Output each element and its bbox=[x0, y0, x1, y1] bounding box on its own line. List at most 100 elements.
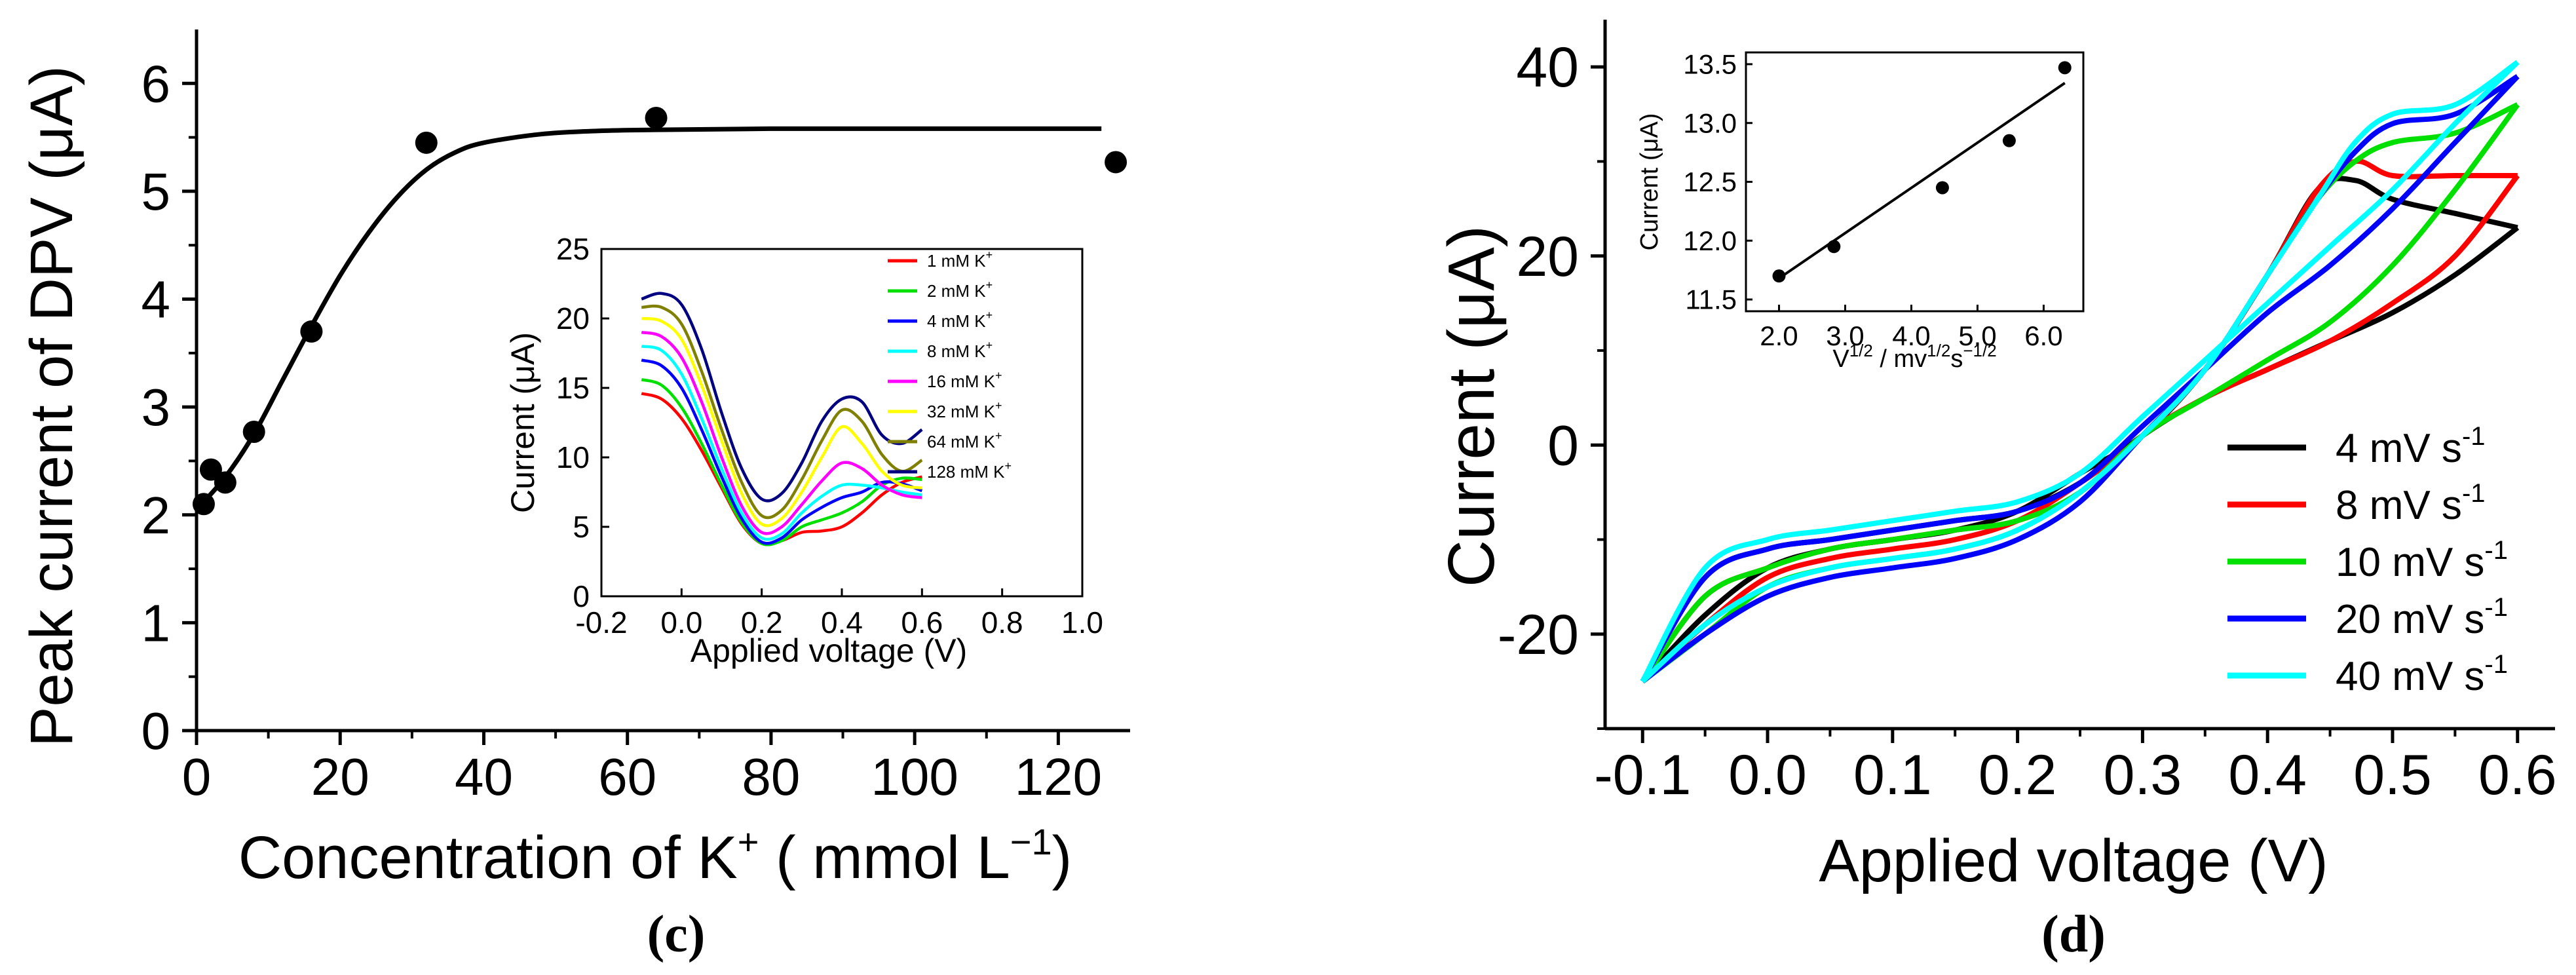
panel-d-y-tick-label: 0 bbox=[1547, 414, 1579, 477]
panel-d-xlabel: Applied voltage (V) bbox=[1819, 828, 2328, 894]
data-point bbox=[415, 131, 438, 154]
inset-c-y-tick-label: 0 bbox=[573, 579, 590, 613]
inset-c-y-tick-label: 20 bbox=[556, 301, 590, 335]
data-point bbox=[199, 458, 222, 481]
panel-c-y-tick-label: 1 bbox=[142, 594, 171, 652]
inset-c-xlabel: Applied voltage (V) bbox=[691, 632, 967, 669]
inset-d-y-tick-label: 12.5 bbox=[1683, 166, 1737, 197]
inset-c-series-line bbox=[641, 358, 923, 545]
data-point bbox=[300, 320, 323, 343]
inset-c-x-tick-label: -0.2 bbox=[575, 605, 627, 640]
panel-c-y-tick-label: 0 bbox=[142, 702, 171, 760]
inset-d-x-tick-label: 5.0 bbox=[1958, 320, 1996, 351]
inset-d-x-tick-label: 3.0 bbox=[1826, 320, 1864, 351]
inset-c-x-tick-label: 0.0 bbox=[660, 605, 702, 640]
inset-c-y-tick-label: 10 bbox=[556, 440, 590, 474]
cv-forward-sweep bbox=[1640, 74, 2519, 684]
panel-c-x-tick-label: 80 bbox=[742, 748, 800, 806]
panel-d-inset-chart: 2.0 3.0 4.0 5.0 6.0 11.5 12.0 12.5 13.0 13.5 Curre… bbox=[1636, 49, 2085, 373]
panel-d-y-tick-label: 20 bbox=[1516, 225, 1579, 288]
inset-c-legend-label: 2 mM K+ bbox=[927, 278, 993, 301]
panel-c-y-tick-label: 2 bbox=[142, 486, 171, 545]
legend-label: 20 mV s-1 bbox=[2336, 593, 2508, 642]
inset-c-frame bbox=[600, 248, 1084, 598]
inset-d-y-tick-label: 13.0 bbox=[1683, 107, 1737, 138]
inset-c-legend-label: 128 mM K+ bbox=[927, 459, 1012, 482]
inset-c-series-line bbox=[641, 378, 922, 546]
inset-c-x-tick-label: 0.4 bbox=[821, 605, 863, 640]
inset-c-y-tick-label: 15 bbox=[556, 371, 590, 405]
panel-c-y-tick-label: 3 bbox=[142, 378, 171, 436]
panel-c-y-tick-label: 4 bbox=[142, 271, 171, 329]
legend-label: 40 mV s-1 bbox=[2336, 650, 2508, 699]
panel-d-legend: 4 mV s-1 8 mV s-1 10 mV s-1 20 mV s-1 40 mV … bbox=[2227, 422, 2508, 699]
inset-c-x-tick-label: 0.8 bbox=[981, 605, 1023, 640]
panel-d: -0.1 0.0 0.1 0.2 0.3 0.4 0.5 0.6 -20 0 20 40 Curren… bbox=[1435, 20, 2557, 963]
panel-c-x-tick-label: 120 bbox=[1015, 748, 1102, 806]
fit-curve bbox=[195, 126, 1102, 511]
inset-d-data-point bbox=[2058, 61, 2072, 75]
inset-d-y-tick-label: 11.5 bbox=[1685, 284, 1737, 315]
inset-c-legend-label: 1 mM K+ bbox=[927, 248, 993, 271]
inset-c-x-tick-label: 0.2 bbox=[741, 605, 783, 640]
panel-d-y-tick-label: -20 bbox=[1498, 603, 1579, 666]
cv-reverse-sweep bbox=[1640, 60, 2520, 683]
inset-d-xlabel: V1/2 / mv1/2s−1/2 bbox=[1832, 341, 1996, 373]
panel-d-ylabel: Current (μA) bbox=[1435, 225, 1508, 587]
inset-c-ylabel: Current (μA) bbox=[504, 332, 541, 513]
inset-d-fit-line bbox=[1778, 82, 2066, 280]
panel-d-x-tick-label: 0.6 bbox=[2478, 744, 2557, 807]
inset-c-y-tick-label: 25 bbox=[556, 232, 590, 266]
panel-d-x-tick-label: 0.5 bbox=[2353, 744, 2432, 807]
panel-c-data-points bbox=[192, 106, 1127, 516]
panel-c-ylabel: Peak current of DPV (μA) bbox=[18, 66, 85, 747]
panel-d-x-tick-label: 0.0 bbox=[1728, 744, 1807, 807]
panel-d-x-tick-label: 0.3 bbox=[2104, 744, 2182, 807]
inset-d-data-point bbox=[1935, 181, 1949, 195]
inset-c-y-tick-label: 5 bbox=[573, 510, 590, 544]
panel-d-x-tick-label: 0.4 bbox=[2228, 744, 2307, 807]
inset-d-y-tick-label: 13.5 bbox=[1683, 49, 1737, 80]
inset-c-legend-label: 16 mM K+ bbox=[927, 369, 1002, 391]
inset-d-data-point bbox=[1827, 240, 1841, 254]
panel-c-inset-chart: -0.2 0.0 0.2 0.4 0.6 0.8 1.0 0 5 10 15 20 25 Current … bbox=[504, 232, 1103, 669]
panel-d-y-tick-label: 40 bbox=[1516, 36, 1579, 99]
panel-d-x-tick-label: 0.1 bbox=[1853, 744, 1932, 807]
inset-d-frame bbox=[1745, 51, 2085, 313]
panel-c-x-tick-label: 60 bbox=[598, 748, 656, 806]
inset-c-x-tick-label: 1.0 bbox=[1061, 605, 1103, 640]
data-point bbox=[242, 421, 265, 444]
inset-c-series-line bbox=[641, 345, 922, 541]
data-point bbox=[214, 471, 237, 494]
panel-d-x-tick-label: -0.1 bbox=[1594, 744, 1691, 807]
inset-d-ylabel: Current (μA) bbox=[1636, 113, 1663, 251]
panel-c-fit-curve bbox=[195, 126, 1102, 511]
legend-label: 10 mV s-1 bbox=[2336, 536, 2508, 585]
panel-c-xlabel: Concentration of K+ ( mmol L−1) bbox=[238, 821, 1072, 891]
inset-c-series-line bbox=[641, 292, 923, 503]
inset-d-x-tick-label: 6.0 bbox=[2024, 320, 2062, 351]
panel-c-x-tick-label: 0 bbox=[182, 748, 212, 806]
panel-d-caption: (d) bbox=[2041, 906, 2106, 963]
inset-d-x-tick-label: 4.0 bbox=[1892, 320, 1930, 351]
data-point bbox=[192, 493, 215, 516]
panel-c-caption: (c) bbox=[647, 906, 706, 963]
inset-c-legend-label: 4 mM K+ bbox=[927, 309, 993, 331]
cv-forward-sweep bbox=[1640, 60, 2520, 683]
inset-d-y-tick-label: 12.0 bbox=[1683, 225, 1737, 256]
inset-d-data-point bbox=[2002, 134, 2016, 147]
inset-c-legend-label: 32 mM K+ bbox=[927, 399, 1002, 421]
panel-c-x-tick-label: 40 bbox=[455, 748, 513, 806]
inset-c-legend-label: 64 mM K+ bbox=[927, 429, 1002, 451]
inset-c-legend-label: 8 mM K+ bbox=[927, 339, 993, 361]
inset-c-x-tick-label: 0.6 bbox=[901, 605, 943, 640]
panel-d-x-tick-label: 0.2 bbox=[1979, 744, 2057, 807]
inset-c-series-line bbox=[641, 330, 922, 535]
data-point bbox=[1105, 151, 1127, 174]
legend-label: 4 mV s-1 bbox=[2336, 422, 2486, 471]
panel-c-y-tick-label: 5 bbox=[142, 162, 171, 221]
panel-d-cv-curves bbox=[1640, 60, 2520, 684]
